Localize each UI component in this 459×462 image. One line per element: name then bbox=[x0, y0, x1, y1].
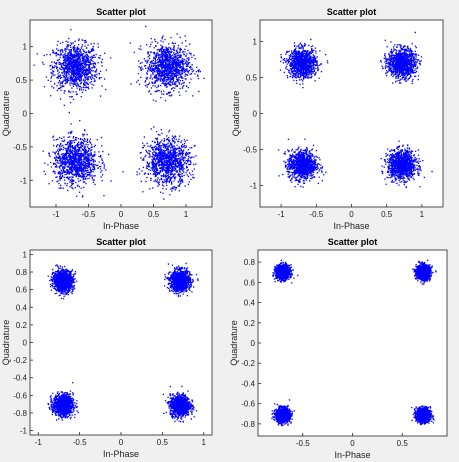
y-axis-ticks: -1 -0.5 0 0.5 1 bbox=[243, 38, 263, 190]
x-tick-label: -1 bbox=[278, 210, 286, 219]
x-axis-ticks: -1 -0.5 0 0.5 1 bbox=[35, 432, 207, 447]
y-tick-label: -0.8 bbox=[241, 420, 255, 429]
constellation-cluster bbox=[412, 259, 437, 285]
constellation-cluster bbox=[271, 399, 295, 427]
x-axis-ticks: -1 -0.5 0 0.5 1 bbox=[52, 204, 189, 219]
scatter-panel-top-right: Scatter plot In-Phase Quadrature -1 -0.5 0… bbox=[231, 7, 444, 231]
y-axis-label: Quadrature bbox=[231, 91, 241, 137]
y-axis-ticks: -1 -0.8 -0.6 -0.4 -0.2 0 0.2 0.4 0.6 0.8 1 bbox=[13, 250, 33, 436]
y-tick-label: -1 bbox=[20, 176, 28, 185]
x-tick-label: 0 bbox=[119, 438, 124, 447]
constellation-cluster bbox=[129, 25, 205, 102]
x-axis-label: In-Phase bbox=[103, 449, 139, 459]
y-axis-label: Quadrature bbox=[1, 91, 11, 137]
scatter-points bbox=[271, 259, 437, 427]
x-tick-label: -0.5 bbox=[296, 439, 310, 448]
x-tick-label: 1 bbox=[184, 210, 189, 219]
x-axis-label: In-Phase bbox=[103, 221, 139, 231]
y-tick-label: -0.6 bbox=[241, 400, 255, 409]
constellation-cluster bbox=[162, 385, 198, 423]
y-axis-label: Quadrature bbox=[1, 320, 11, 366]
x-axis-ticks: -1 -0.5 0 0.5 1 bbox=[278, 204, 425, 219]
constellation-cluster bbox=[47, 382, 79, 421]
x-tick-label: 0.5 bbox=[157, 438, 169, 447]
x-axis-label: In-Phase bbox=[333, 221, 369, 231]
y-tick-label: 1 bbox=[23, 250, 28, 259]
y-axis-label: Quadrature bbox=[229, 320, 239, 366]
x-tick-label: -0.5 bbox=[309, 210, 323, 219]
y-axis-ticks: -0.8 -0.6 -0.4 -0.2 0 0.2 0.4 0.6 0.8 bbox=[241, 258, 261, 429]
x-tick-label: 1 bbox=[420, 210, 425, 219]
y-tick-label: 0.8 bbox=[244, 258, 256, 267]
y-axis-ticks: -1 -0.5 0 0.5 1 bbox=[13, 43, 33, 185]
x-tick-label: 0 bbox=[349, 210, 354, 219]
chart-title: Scatter plot bbox=[96, 237, 146, 247]
scatter-panel-bottom-right: Scatter plot In-Phase Quadrature -0.5 0 0.… bbox=[229, 237, 448, 460]
plot-area bbox=[260, 20, 443, 207]
x-tick-label: -1 bbox=[35, 438, 43, 447]
scatter-points bbox=[277, 31, 433, 189]
y-tick-label: 1 bbox=[23, 43, 28, 52]
y-tick-label: -0.5 bbox=[243, 145, 257, 154]
y-tick-label: -1 bbox=[20, 427, 28, 436]
y-tick-label: -0.2 bbox=[241, 359, 255, 368]
x-axis-label: In-Phase bbox=[334, 450, 370, 460]
constellation-cluster bbox=[411, 405, 435, 426]
y-tick-label: 0 bbox=[23, 339, 28, 348]
x-tick-label: 0 bbox=[350, 439, 355, 448]
constellation-cluster bbox=[277, 138, 327, 188]
y-tick-label: 0 bbox=[23, 110, 28, 119]
x-tick-label: -0.5 bbox=[82, 210, 96, 219]
scatter-panel-bottom-left: Scatter plot In-Phase Quadrature -1 -0.5 0… bbox=[1, 237, 213, 459]
y-tick-label: 0.5 bbox=[16, 76, 28, 85]
y-tick-label: -0.5 bbox=[13, 143, 27, 152]
constellation-cluster bbox=[279, 38, 329, 89]
x-tick-label: 0.5 bbox=[381, 210, 393, 219]
y-tick-label: -1 bbox=[250, 181, 258, 190]
y-tick-label: -0.8 bbox=[13, 409, 27, 418]
constellation-cluster bbox=[47, 264, 78, 300]
y-tick-label: -0.6 bbox=[13, 391, 27, 400]
x-axis-ticks: -0.5 0 0.5 bbox=[296, 433, 408, 448]
constellation-cluster bbox=[380, 31, 423, 85]
y-tick-label: 0.4 bbox=[16, 303, 28, 312]
y-tick-label: 0.6 bbox=[16, 286, 28, 295]
y-tick-label: 0.8 bbox=[16, 268, 28, 277]
y-tick-label: 0.4 bbox=[244, 299, 256, 308]
constellation-cluster bbox=[272, 259, 299, 284]
y-tick-label: 0.2 bbox=[244, 319, 256, 328]
y-tick-label: 1 bbox=[253, 38, 258, 47]
y-tick-label: 0 bbox=[253, 110, 258, 119]
chart-title: Scatter plot bbox=[327, 7, 377, 17]
constellation-cluster bbox=[42, 120, 124, 198]
scatter-points bbox=[33, 25, 205, 200]
y-tick-label: 0.6 bbox=[244, 278, 256, 287]
y-tick-label: 0.5 bbox=[246, 74, 258, 83]
scatter-panel-top-left: Scatter plot In-Phase Quadrature -1 -0.5 0… bbox=[1, 7, 213, 231]
scatter-points bbox=[47, 262, 199, 423]
chart-title: Scatter plot bbox=[328, 237, 378, 247]
plot-area bbox=[258, 250, 447, 436]
constellation-cluster bbox=[33, 29, 112, 114]
y-tick-label: 0 bbox=[251, 339, 256, 348]
constellation-cluster bbox=[136, 126, 197, 200]
y-tick-label: -0.2 bbox=[13, 356, 27, 365]
plot-area bbox=[30, 20, 212, 207]
x-tick-label: 0 bbox=[119, 210, 124, 219]
x-tick-label: 1 bbox=[202, 438, 207, 447]
y-tick-label: -0.4 bbox=[241, 379, 255, 388]
y-tick-label: -0.4 bbox=[13, 374, 27, 383]
x-tick-label: 0.5 bbox=[148, 210, 160, 219]
x-tick-label: 0.5 bbox=[397, 439, 409, 448]
y-tick-label: 0.2 bbox=[16, 321, 28, 330]
constellation-cluster bbox=[164, 262, 199, 298]
chart-title: Scatter plot bbox=[96, 7, 146, 17]
constellation-cluster bbox=[380, 140, 433, 189]
x-tick-label: -1 bbox=[52, 210, 60, 219]
x-tick-label: -0.5 bbox=[73, 438, 87, 447]
